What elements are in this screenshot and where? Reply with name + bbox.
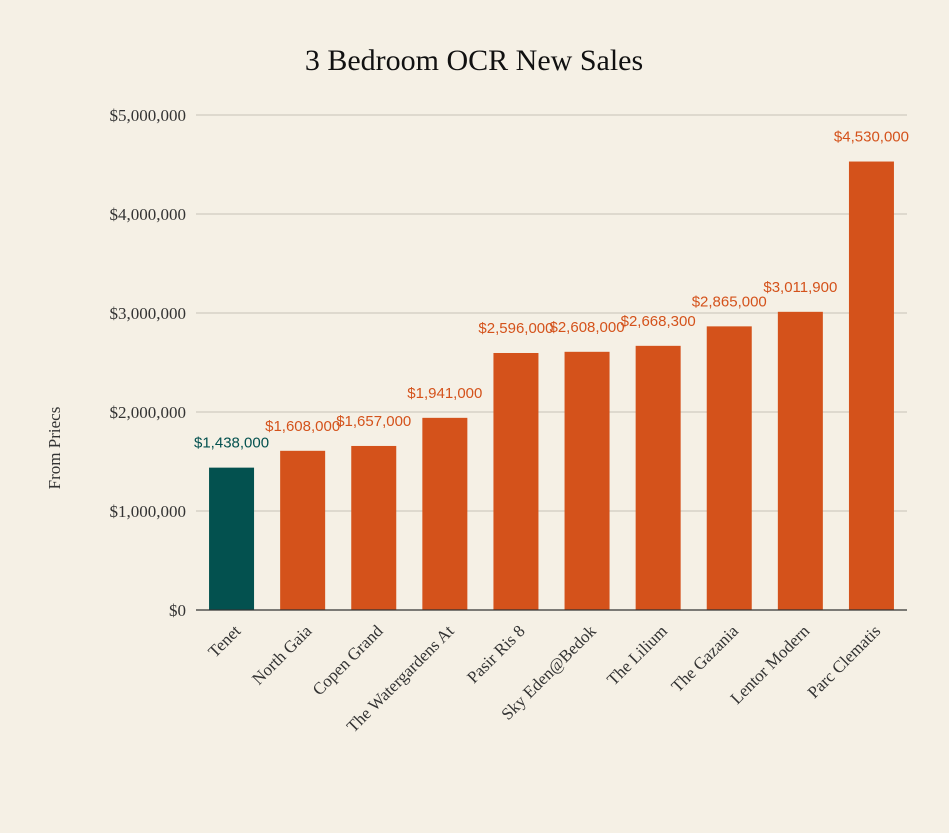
y-tick-label: $5,000,000 (110, 106, 187, 125)
x-tick-label: The Gazania (668, 621, 743, 696)
data-label: $1,608,000 (265, 418, 340, 435)
y-tick-label: $4,000,000 (110, 205, 187, 224)
y-tick-label: $1,000,000 (110, 502, 187, 521)
data-label: $1,657,000 (336, 413, 411, 430)
bar (351, 445, 397, 610)
y-tick-label: $0 (169, 601, 186, 620)
x-tick-label: Pasir Ris 8 (463, 621, 529, 687)
y-axis-title: From Priecs (45, 407, 64, 490)
data-label: $2,865,000 (692, 293, 767, 310)
bars (209, 161, 894, 610)
y-axis-ticks: $0 $1,000,000 $2,000,000 $3,000,000 $4,000,0… (110, 106, 187, 620)
data-label: $2,596,000 (478, 320, 553, 337)
bar (706, 326, 752, 610)
x-tick-label: Tenet (204, 621, 244, 661)
y-tick-label: $3,000,000 (110, 304, 187, 323)
data-label: $4,530,000 (834, 129, 909, 146)
bar (564, 351, 610, 610)
bar (777, 311, 823, 610)
data-label: $2,668,300 (621, 313, 696, 330)
x-tick-label: North Gaia (248, 621, 315, 688)
x-tick-label: The Lilium (603, 621, 671, 689)
bar (493, 352, 539, 610)
x-tick-label: Copen Grand (309, 621, 387, 699)
y-tick-label: $2,000,000 (110, 403, 187, 422)
bar (280, 450, 326, 610)
bar (209, 467, 255, 610)
bar (848, 161, 894, 610)
bar (422, 417, 468, 610)
bar (635, 345, 681, 610)
data-label: $2,608,000 (550, 319, 625, 336)
data-label: $3,011,900 (763, 279, 837, 296)
data-label: $1,438,000 (194, 435, 269, 452)
data-label: $1,941,000 (407, 385, 482, 402)
data-labels: $1,438,000$1,608,000$1,657,000 $1,941,000… (194, 129, 909, 452)
x-tick-label: Parc Clematis (804, 621, 885, 702)
chart-title: 3 Bedroom OCR New Sales (305, 44, 643, 77)
